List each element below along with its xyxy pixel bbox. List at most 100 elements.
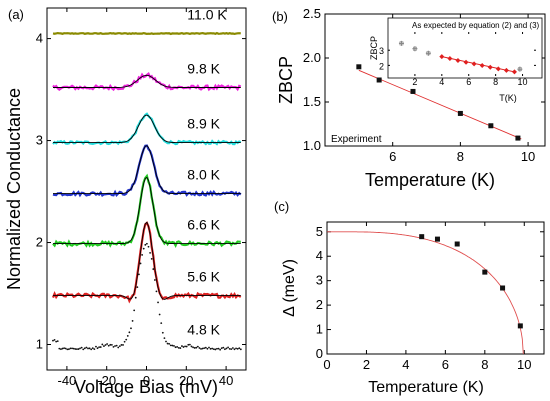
series-point [82,348,85,351]
series-point [58,347,61,350]
series-point [131,320,134,322]
series-point [117,346,120,349]
panel-c-x-tick-label: 4 [402,357,409,372]
panel-a-series-labels: 11.0 K 9.8 K 8.9 K 8.0 K 6.6 K 5.6 K 4.8 K [187,6,227,337]
series-point [134,296,137,299]
panel-b-zbcp: (b) 6 8 10 1.0 1.5 2.0 2.5 Experiment Temperat… [272,6,546,190]
series-fit-1 [53,74,241,88]
series-label: 11.0 K [187,6,227,22]
panel-c-x-tick-label: 8 [481,357,488,372]
series-point [224,348,226,351]
series-point [168,342,171,345]
data-point [482,269,488,275]
data-point [356,64,362,70]
series-point [88,347,91,350]
series-point [74,348,77,350]
series-point [120,344,123,346]
series-point [203,347,206,350]
panel-a-ticks: -40 -20 0 20 40 1 2 3 4 [36,8,246,388]
data-point [500,285,506,291]
inset-filled-marker [439,54,445,60]
series-point [208,346,210,349]
panel-c-points [419,234,523,329]
inset-filled-marker [495,66,501,72]
series-fit-3 [53,145,241,195]
data-point [410,88,416,94]
series-point [173,345,175,347]
series-point [198,347,201,349]
series-point [201,347,204,350]
panel-c-x-tick-label: 10 [517,357,531,372]
fit-curve [327,231,524,355]
data-point [488,123,494,129]
series-point [225,347,228,350]
fit-line [358,69,522,140]
series-point [103,345,105,347]
inset-title: As expected by equation (2) and (3) [412,21,540,30]
series-point [233,348,236,351]
series-point [52,339,54,342]
series-point [112,345,115,348]
panel-c-y-axis-title: Δ (meV) [281,259,298,317]
panel-a-y-tick-label: 2 [36,235,43,250]
panel-b-points [356,64,521,141]
series-point [228,347,231,350]
panel-b-inset: As expected by equation (2) and (3) 2 4 6 8… [369,17,543,103]
series-point [126,335,129,337]
series-line-0 [52,31,241,36]
series-point [144,243,147,246]
panel-c-x-axis-title: Temperature (K) [368,379,484,396]
series-point [75,348,78,351]
series-point [192,346,194,349]
series-point [166,342,169,345]
panel-b-frame [324,13,546,147]
series-point [212,348,215,351]
panel-a-y-tick-label: 4 [36,31,43,46]
series-point [109,343,112,346]
series-point [177,346,180,349]
series-point [95,345,97,348]
series-point [55,340,58,343]
series-point [60,348,62,351]
series-point [80,346,83,349]
series-fit-4 [53,176,241,245]
series-point [235,347,237,350]
panel-a-x-tick-label: -20 [97,373,116,388]
series-label: 9.8 K [187,61,220,77]
panel-a-x-tick-label: 40 [219,373,233,388]
inset-line [441,56,515,73]
panel-c-y-tick-label: 5 [316,224,323,239]
series-label: 8.9 K [187,116,220,132]
series-point [90,348,93,351]
panel-b-x-tick-label: 10 [521,149,535,164]
inset-filled-marker [479,63,485,69]
series-point [184,345,187,348]
series-point [153,279,156,281]
panel-c-y-tick-label: 0 [316,346,323,361]
series-point [179,347,182,349]
panel-a-x-axis-title: Voltage Bias (mV) [74,377,218,397]
series-point [231,347,234,349]
data-point [457,110,463,116]
series-point [188,343,191,346]
series-point [56,340,59,343]
inset-x-tick-label: 8 [493,77,498,87]
series-point [165,340,167,343]
panel-c-frame [326,221,545,355]
inset-y-axis-title: ZBCP [369,36,379,60]
series-point [98,346,101,349]
panel-b-legend: Experiment [331,134,382,145]
series-point [128,331,131,334]
panel-b-x-tick-label: 8 [457,149,464,164]
panel-b-fit-line [358,69,522,140]
inset-hollow-box [517,67,522,72]
series-point [139,262,142,265]
inset-filled-marker [455,58,461,64]
series-point [125,338,128,341]
series-point [66,348,69,351]
inset-filled-marker [503,67,509,73]
panel-c-fit-curve [327,231,524,355]
series-point [230,348,233,350]
series-point [99,346,102,348]
inset-filled-marker [511,69,517,75]
